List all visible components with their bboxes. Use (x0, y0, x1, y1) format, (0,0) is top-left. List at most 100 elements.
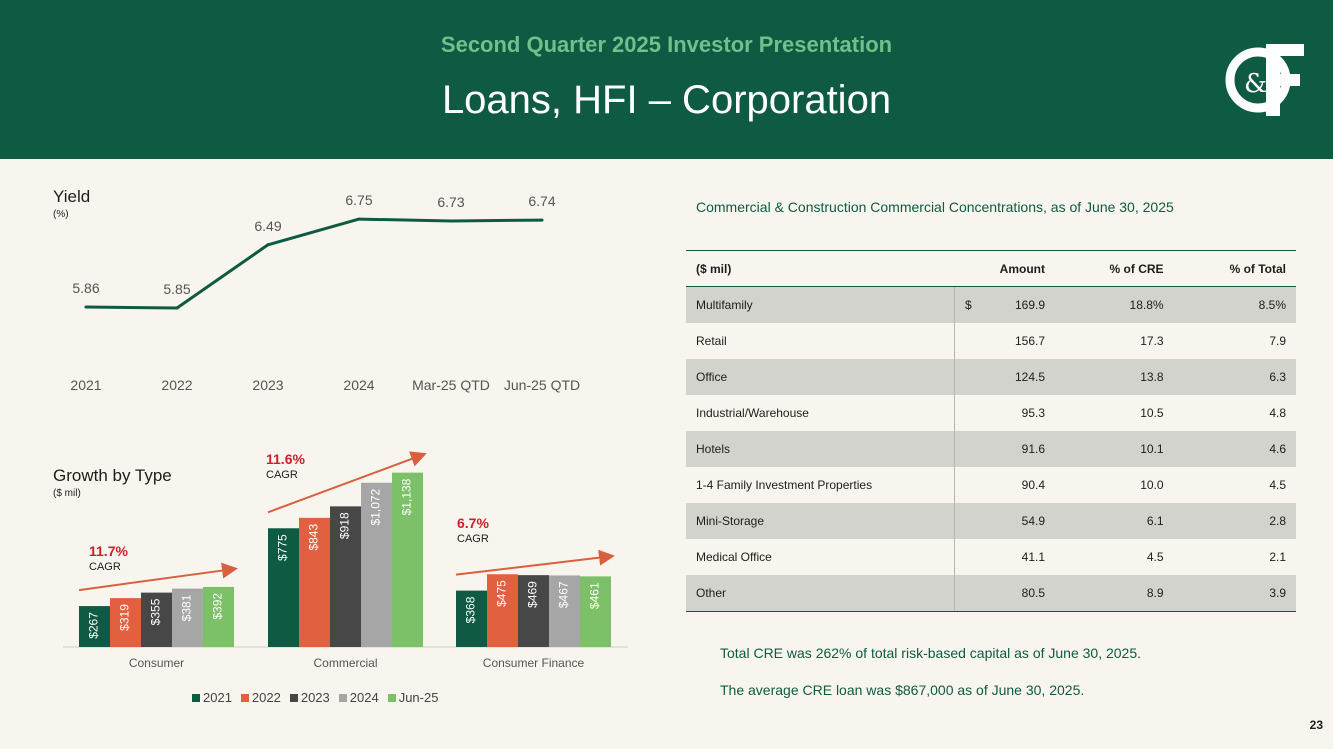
cagr-value: 6.7% (457, 515, 489, 531)
cagr-annotation-consumer: 11.7% CAGR (89, 543, 128, 573)
bar (79, 606, 110, 647)
legend-item: 2021 (192, 690, 232, 705)
legend-label: 2022 (251, 690, 281, 705)
row-label: Mini-Storage (686, 503, 955, 539)
yield-x-tick-label: Jun-25 QTD (504, 377, 580, 393)
cagr-value: 11.7% (89, 543, 128, 559)
table-header-row: ($ mil) Amount % of CRE % of Total (686, 250, 1296, 287)
legend-label: 2023 (300, 690, 330, 705)
amount-value: 124.5 (1014, 370, 1045, 384)
cre-concentration-table: ($ mil) Amount % of CRE % of Total Multi… (686, 250, 1296, 612)
amount-value: 91.6 (1021, 442, 1045, 456)
row-label: Office (686, 359, 955, 395)
table-row: Medical Office 41.1 4.5 2.1 (686, 539, 1296, 575)
yield-data-point (540, 218, 544, 222)
pct-cre-cell: 10.5 (1140, 406, 1164, 420)
yield-chart-unit: (%) (53, 209, 69, 220)
yield-chart-title: Yield (53, 187, 91, 206)
bar-value-label: $1,138 (400, 478, 414, 515)
legend-label: 2021 (203, 690, 232, 705)
table-row: Hotels 91.6 10.1 4.6 (686, 431, 1296, 467)
row-label: Medical Office (696, 550, 772, 564)
bar-value-label: $469 (526, 581, 540, 608)
cagr-annotation-commercial: 11.6% CAGR (266, 451, 305, 481)
yield-data-point (449, 219, 453, 223)
bar-value-label: $467 (557, 581, 571, 608)
amount-cell: $169.9 (954, 286, 1055, 323)
amount-cell: 90.4 (954, 467, 1055, 503)
cre-note: The average CRE loan was $867,000 as of … (720, 682, 1085, 698)
page-title: Loans, HFI – Corporation (441, 78, 892, 122)
x-category-label: Commercial (313, 656, 377, 670)
table-row: Mini-Storage 54.9 6.1 2.8 (686, 503, 1296, 539)
bar-value-label: $918 (338, 512, 352, 539)
legend-label: 2024 (349, 690, 379, 705)
row-label: Industrial/Warehouse (696, 406, 809, 420)
legend-swatch (192, 693, 200, 702)
cagr-label: CAGR (457, 533, 489, 545)
yield-series-line (85, 217, 543, 310)
bar-value-label: $368 (464, 596, 478, 623)
pct-cre-cell: 17.3 (1140, 334, 1164, 348)
growth-chart-title: Growth by Type (53, 466, 172, 485)
concentrations-title: Commercial & Construction Commercial Con… (696, 199, 1174, 215)
yield-data-label: 6.75 (345, 192, 372, 208)
pct-total-cell: 4.8 (1269, 406, 1286, 420)
bar (141, 592, 172, 647)
legend-item: Jun-25 (387, 690, 438, 705)
bar-value-label: $381 (180, 594, 194, 621)
pct-cre-cell: 4.5 (1146, 550, 1164, 564)
bar (580, 576, 611, 647)
pct-cre-cell: 13.8 (1055, 359, 1174, 395)
table-row: Office 124.5 13.8 6.3 (686, 359, 1296, 395)
bar (549, 575, 580, 647)
x-category-label: Consumer (129, 656, 184, 670)
pct-cre-cell: 6.1 (1055, 503, 1174, 539)
yield-data-label: 5.86 (72, 280, 99, 296)
cagr-value: 11.6% (266, 451, 305, 467)
amount-cell: 91.6 (954, 431, 1055, 467)
bar-value-label: $319 (118, 604, 132, 631)
bar-value-label: $392 (211, 593, 225, 620)
bar-value-label: $1,072 (369, 488, 383, 525)
pct-total-cell: 4.5 (1269, 478, 1286, 492)
pct-total-cell: 2.8 (1173, 503, 1296, 539)
bar (203, 586, 234, 647)
company-logo-icon: & (1225, 42, 1306, 116)
pct-total-cell: 8.5% (1173, 286, 1296, 323)
column-header: ($ mil) (686, 250, 955, 287)
pct-total-cell: 3.9 (1173, 575, 1296, 612)
bar (518, 575, 549, 647)
amount-value: 169.9 (1014, 298, 1045, 312)
table-row: Retail 156.7 17.3 7.9 (686, 323, 1296, 359)
amount-cell: 95.3 (954, 395, 1055, 431)
amount-value: 54.9 (1021, 514, 1045, 528)
cagr-label: CAGR (89, 561, 121, 573)
legend-swatch (338, 693, 347, 702)
amount-cell: 124.5 (954, 359, 1055, 395)
bar (330, 506, 361, 647)
amount-value: 80.5 (1021, 586, 1045, 600)
table-row: 1-4 Family Investment Properties 90.4 10.0… (686, 467, 1296, 503)
pct-total-cell: 2.1 (1269, 550, 1286, 564)
yield-x-tick-label: 2024 (343, 377, 374, 393)
amount-cell: 41.1 (954, 539, 1055, 575)
pct-total-cell: 7.9 (1269, 334, 1286, 348)
column-header: % of Total (1173, 250, 1296, 287)
row-label: Multifamily (686, 286, 955, 323)
legend-swatch (387, 693, 396, 702)
row-label: Other (686, 575, 955, 612)
yield-data-point (84, 305, 88, 309)
cagr-annotation-consumer-finance: 6.7% CAGR (457, 515, 489, 545)
currency-symbol: $ (965, 298, 972, 312)
yield-data-label: 5.85 (163, 281, 190, 297)
amount-value: 95.3 (1021, 406, 1045, 420)
amount-value: 90.4 (1021, 478, 1045, 492)
cre-note: Total CRE was 262% of total risk-based c… (720, 645, 1142, 661)
bar-value-label: $775 (276, 534, 290, 561)
yield-x-tick-label: 2021 (70, 377, 101, 393)
row-label: Retail (696, 334, 727, 348)
bar (268, 528, 299, 647)
yield-x-tick-label: 2023 (252, 377, 283, 393)
